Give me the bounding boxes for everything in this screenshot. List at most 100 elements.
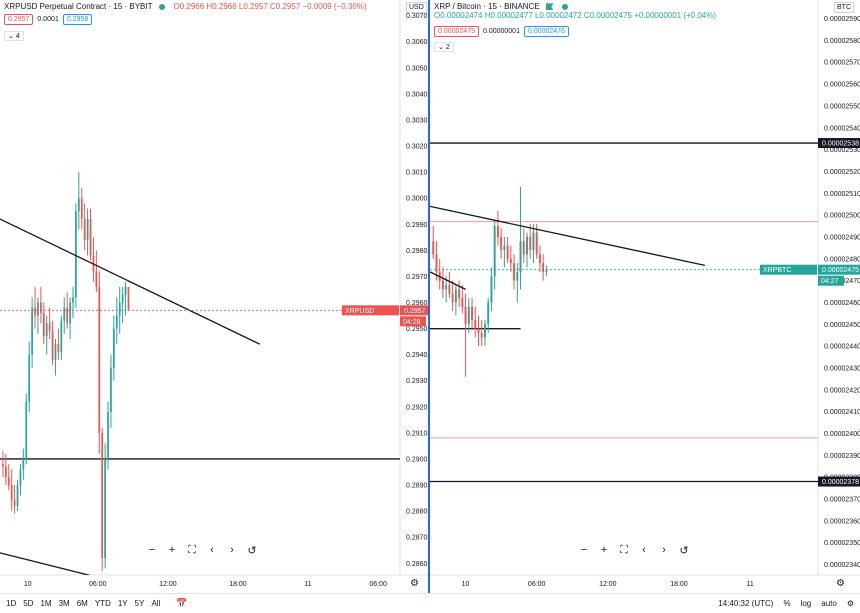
goto-date-icon[interactable]: 📅 [176, 598, 188, 608]
candle-body [445, 284, 448, 290]
candle-body [2, 464, 4, 467]
candle-body [19, 469, 22, 486]
chart-canvas-xrpbtc[interactable]: 0.00002590 0.00002580 0.00002570 0.00002560… [430, 0, 860, 593]
currency-unit-badge[interactable]: USD [406, 2, 427, 13]
price-tick-label: 0.2860 [406, 561, 428, 568]
candle-body [75, 211, 77, 298]
candle-body [480, 333, 483, 338]
price-tick-label: 0.3030 [406, 117, 428, 124]
candle-body [63, 307, 66, 321]
range-5d[interactable]: 5D [23, 599, 34, 608]
candle-body [458, 289, 461, 299]
candle-body [467, 306, 470, 325]
price-tick-label: 0.00002560 [824, 82, 860, 89]
clock-time[interactable]: 14:40:32 (UTC) [718, 599, 774, 608]
candle-body [31, 307, 33, 355]
scroll-left-button[interactable]: ‹ [210, 544, 214, 556]
price-tick-label: 0.00002420 [824, 387, 860, 394]
price-tick-label: 0.00002450 [824, 322, 860, 329]
market-flag-icon [545, 3, 554, 11]
bid-ask-row: 0.2957 0.0001 0.2958 [4, 14, 93, 25]
symbol-title[interactable]: XRP / Bitcoin · 15 · BINANCE [434, 2, 540, 11]
candle-body [13, 500, 16, 506]
spread-value: 0.00000001 [482, 28, 520, 35]
zoom-out-button[interactable]: − [148, 544, 156, 556]
fit-screen-button[interactable]: ⛶ [188, 544, 196, 556]
zoom-out-button[interactable]: − [580, 544, 588, 556]
candle-body [503, 245, 506, 251]
scroll-right-button[interactable]: › [230, 544, 234, 556]
candle-body [54, 344, 57, 360]
settings-gear-icon[interactable]: ⚙ [410, 578, 419, 589]
range-5y[interactable]: 5Y [134, 599, 145, 608]
symbol-label: XRPBTC [763, 267, 791, 274]
symbol-title[interactable]: XRPUSD Perpetual Contract · 15 · BYBIT [4, 2, 153, 11]
price-tick-label: 0.3010 [406, 170, 428, 177]
candle-body [474, 319, 477, 329]
trend-line [0, 218, 261, 345]
fit-screen-button[interactable]: ⛶ [620, 544, 628, 556]
candle-body [451, 293, 454, 303]
range-1m[interactable]: 1M [40, 599, 52, 608]
candle-body [22, 458, 25, 470]
candle-body [118, 302, 121, 316]
scroll-left-button[interactable]: ‹ [642, 544, 646, 556]
candle-body [66, 307, 69, 324]
sell-price-chip[interactable]: 0.2957 [4, 14, 34, 25]
candle-body [545, 269, 548, 272]
price-tick-label: 0.00002440 [824, 344, 860, 351]
legend-xrpbtc: XRP / Bitcoin · 15 · BINANCE O0.00002474… [434, 2, 716, 20]
candle-body [448, 284, 451, 294]
range-6m[interactable]: 6M [76, 599, 88, 608]
price-tick-label: 0.00002510 [824, 191, 860, 198]
candle-body [101, 432, 104, 559]
indicator-toggle[interactable]: ⌄ 2 [434, 42, 454, 52]
range-ytd[interactable]: YTD [94, 599, 111, 608]
log-scale-toggle[interactable]: log [800, 599, 812, 608]
range-1y[interactable]: 1Y [117, 599, 128, 608]
candle-body [104, 458, 106, 559]
chart-canvas-xrpusd[interactable]: 0.3070 0.3060 0.3050 0.3040 0.3030 0.3020 0.30… [0, 0, 428, 593]
plot-area [430, 142, 818, 483]
time-tick-label: 06:00 [369, 581, 387, 588]
currency-unit-badge[interactable]: BTC [834, 2, 854, 13]
pane-divider[interactable] [428, 0, 430, 593]
buy-price-chip[interactable]: 0.2958 [62, 14, 93, 25]
settings-gear-icon[interactable]: ⚙ [836, 578, 845, 589]
auto-scale-toggle[interactable]: auto [821, 599, 837, 608]
market-status-icon [158, 3, 165, 10]
reset-chart-button[interactable]: ↺ [247, 545, 257, 557]
candle-body [127, 286, 130, 311]
price-tick-label: 0.00002390 [824, 453, 860, 460]
indicator-toggle[interactable]: ⌄ 4 [4, 31, 24, 41]
candle-body [51, 331, 54, 360]
candle-body [526, 236, 528, 255]
range-1d[interactable]: 1D [6, 599, 17, 608]
time-tick-label: 12:00 [599, 581, 617, 588]
candle-body [464, 306, 467, 325]
symbol-label-bg [342, 305, 399, 316]
time-tick-label: 11 [746, 581, 753, 588]
range-3m[interactable]: 3M [58, 599, 70, 608]
buy-price-chip[interactable]: 0.00002476 [523, 26, 569, 37]
candle-body [435, 254, 438, 272]
candle-body [496, 226, 499, 237]
candle-body [454, 289, 457, 303]
zoom-in-button[interactable]: + [600, 544, 608, 556]
sell-price-chip[interactable]: 0.00002475 [434, 26, 479, 37]
candle-body [57, 344, 60, 353]
zoom-in-button[interactable]: + [168, 544, 176, 556]
scroll-right-button[interactable]: › [662, 544, 666, 556]
chart-pane-xrpbtc[interactable]: 0.00002590 0.00002580 0.00002570 0.00002560… [430, 0, 860, 593]
reset-chart-button[interactable]: ↺ [679, 545, 689, 557]
range-all[interactable]: All [151, 599, 161, 608]
price-tick-label: 0.00002480 [824, 256, 860, 263]
settings-gear-icon[interactable]: ⚙ [846, 599, 854, 608]
price-tick-label: 0.3060 [406, 39, 428, 46]
chart-pane-xrpusd[interactable]: 0.3070 0.3060 0.3050 0.3040 0.3030 0.3020 0.30… [0, 0, 428, 593]
percent-scale-toggle[interactable]: % [783, 599, 791, 608]
candle-body [28, 354, 31, 402]
price-tick-label: 0.00002400 [824, 431, 860, 438]
candle-body [34, 307, 36, 316]
candle-body [48, 323, 51, 332]
